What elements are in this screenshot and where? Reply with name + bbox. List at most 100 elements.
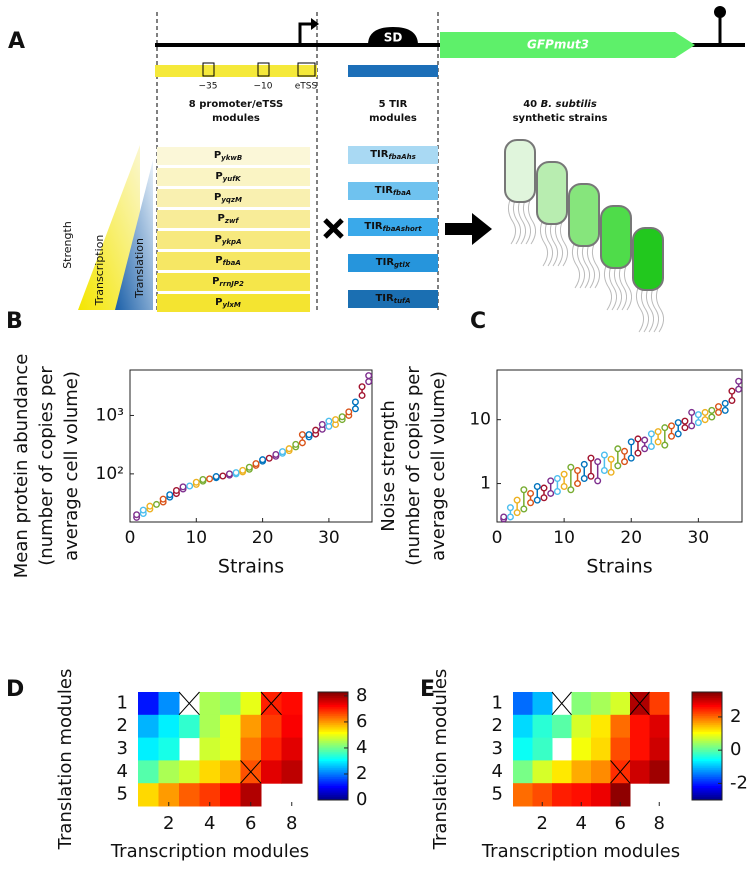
y-tick-label: 5	[492, 784, 503, 805]
point	[232, 469, 240, 477]
colorbar-step	[318, 706, 348, 709]
point	[513, 496, 521, 504]
colorbar-step	[692, 792, 722, 796]
module-sub: zwf	[224, 217, 240, 225]
tir-bar	[348, 65, 438, 77]
flagellum	[581, 241, 591, 289]
point	[647, 443, 655, 451]
flagellum	[635, 285, 645, 333]
module-main: TIR	[376, 257, 395, 268]
point	[520, 505, 528, 513]
module-title: modules	[212, 113, 260, 124]
colorbar-step	[692, 692, 722, 695]
point	[587, 472, 595, 480]
big-arrow	[445, 213, 492, 245]
colorbar-step	[318, 765, 348, 769]
cell	[600, 205, 632, 269]
point	[674, 419, 682, 427]
y-tick-label: 4	[492, 761, 503, 782]
point	[365, 372, 373, 380]
colorbar-step	[318, 796, 348, 799]
colorbar-step	[692, 782, 722, 785]
heat-cell	[649, 737, 670, 761]
point	[547, 477, 555, 485]
heat-cell	[179, 783, 200, 807]
flagellum	[522, 197, 532, 245]
point	[547, 489, 555, 497]
flagellum	[650, 285, 660, 333]
colorbar-step	[318, 783, 348, 787]
colorbar-step	[692, 771, 722, 774]
heat-cell	[532, 783, 553, 807]
promoter-module	[157, 147, 310, 165]
x-tick-label: 30	[318, 528, 340, 548]
colorbar-step	[692, 747, 722, 751]
module-label: TIRfbaA	[375, 185, 411, 197]
point	[312, 426, 320, 434]
point	[614, 445, 622, 453]
heat-cell	[552, 760, 572, 784]
point	[285, 445, 293, 453]
point	[641, 436, 649, 444]
flagellum	[655, 285, 665, 333]
point	[553, 488, 561, 496]
point	[332, 416, 340, 424]
colorbar-step	[692, 702, 722, 706]
module-title: modules	[369, 113, 417, 124]
point	[520, 486, 528, 494]
heat-cell	[649, 760, 670, 784]
point	[560, 470, 568, 478]
module-sub: fbaA	[393, 189, 411, 197]
module-main: TIR	[370, 149, 389, 160]
colorbar-step	[318, 762, 348, 765]
heat-cell	[649, 692, 670, 716]
flagellum	[517, 197, 527, 245]
module-main: TIR	[375, 185, 394, 196]
x-tick-label: 6	[245, 813, 256, 834]
heat-cell	[281, 692, 303, 716]
x-tick-label: 4	[576, 813, 587, 834]
colorbar-label: 0	[730, 739, 741, 760]
point	[688, 422, 696, 430]
heat-cell	[179, 760, 200, 784]
sd-shape	[368, 27, 418, 45]
module-label: PfbaA	[215, 255, 241, 267]
sd-label: SD	[384, 31, 403, 45]
colorbar-step	[692, 762, 722, 765]
colorbar-step	[692, 738, 722, 742]
colorbar-label: 4	[356, 737, 367, 758]
colorbar-step	[692, 715, 722, 718]
flagellum	[576, 241, 586, 289]
module-label: PrrnJP2	[212, 276, 244, 288]
point	[661, 424, 669, 432]
point	[594, 458, 602, 466]
point	[305, 431, 313, 439]
y-tick-label: 10²	[96, 464, 124, 484]
point	[345, 408, 353, 416]
module-sub: fbaA	[223, 259, 241, 267]
module-label: PykpA	[215, 234, 242, 246]
heat-cell	[138, 737, 159, 761]
point	[159, 495, 167, 503]
point	[166, 491, 174, 499]
module-sub: ylxM	[222, 301, 240, 309]
colorbar-step	[692, 711, 722, 715]
point	[358, 391, 366, 399]
point	[527, 499, 535, 507]
point	[139, 506, 147, 514]
colorbar-step	[692, 749, 722, 752]
colorbar-step	[318, 728, 348, 731]
heat-cell	[138, 783, 159, 807]
colorbar-step	[318, 774, 348, 778]
colorbar-step	[318, 693, 348, 697]
colorbar-step	[692, 755, 722, 758]
cell	[536, 161, 568, 225]
x-tick-label: 8	[286, 813, 297, 834]
point	[199, 476, 207, 484]
heat-cell	[552, 783, 572, 807]
point	[325, 417, 333, 425]
y-axis-label: Translation modules	[430, 669, 451, 851]
colorbar-step	[692, 729, 722, 733]
panel-label: A	[8, 29, 25, 54]
colorbar-step	[318, 785, 348, 788]
